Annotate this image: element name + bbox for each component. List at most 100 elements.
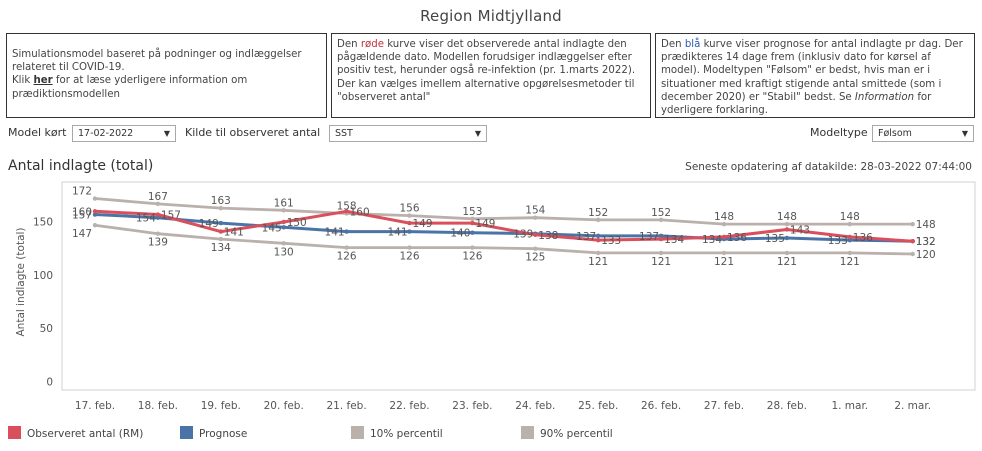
data-point-forecast bbox=[344, 229, 349, 234]
data-label-forecast: 139 bbox=[513, 229, 533, 241]
info-italic: Information bbox=[854, 91, 915, 103]
legend-swatch bbox=[8, 426, 21, 439]
data-point-p10 bbox=[847, 250, 852, 256]
data-label-p10: 121 bbox=[714, 256, 734, 268]
x-tick-label: 17. feb. bbox=[75, 400, 115, 412]
x-tick-label: 2. mar. bbox=[894, 400, 931, 412]
data-label-forecast: 154 bbox=[136, 213, 156, 225]
info-box-forecast: Den blå kurve viser prognose for antal i… bbox=[655, 33, 975, 118]
data-label-p10: 126 bbox=[462, 251, 482, 263]
data-point-observed bbox=[281, 219, 286, 225]
data-label-p90: 154 bbox=[525, 205, 545, 217]
chart-title: Antal indlagte (total) bbox=[8, 158, 154, 174]
data-point-forecast bbox=[92, 212, 98, 217]
data-label-p10: 130 bbox=[274, 246, 294, 258]
x-tick-label: 20. feb. bbox=[264, 400, 304, 412]
data-label-p10: 121 bbox=[588, 256, 608, 268]
info-link[interactable]: her bbox=[33, 75, 53, 87]
source-select[interactable]: SST ▼ bbox=[329, 125, 487, 142]
data-point-observed bbox=[155, 212, 161, 217]
data-label-p10: 126 bbox=[337, 251, 357, 263]
x-tick-label: 28. feb. bbox=[767, 400, 807, 412]
data-label-forecast: 140 bbox=[450, 228, 470, 240]
data-point-observed bbox=[721, 234, 727, 240]
data-label-p90: 156 bbox=[399, 203, 419, 215]
data-label-p90: 148 bbox=[714, 211, 734, 223]
data-label-forecast: 141 bbox=[387, 227, 407, 239]
data-point-observed bbox=[847, 234, 852, 240]
data-label-p90: 148 bbox=[840, 211, 860, 223]
data-label-observed: 136 bbox=[727, 232, 747, 244]
data-point-observed bbox=[92, 209, 98, 214]
legend-item-observed[interactable]: Observeret antal (RM) bbox=[8, 426, 143, 440]
data-label-p10: 121 bbox=[651, 256, 671, 268]
data-label-p90: 163 bbox=[211, 195, 231, 207]
legend-item-forecast[interactable]: Prognose bbox=[180, 426, 247, 440]
legend-item-p90[interactable]: 90% percentil bbox=[521, 426, 613, 440]
info-text: Klik bbox=[12, 75, 34, 87]
data-label-forecast: 132 bbox=[916, 236, 936, 248]
data-label-observed: 141 bbox=[224, 227, 244, 239]
x-tick-label: 22. feb. bbox=[389, 400, 429, 412]
plot-frame bbox=[61, 181, 976, 391]
data-label-p90: 148 bbox=[916, 219, 936, 231]
data-label-forecast: 157 bbox=[72, 210, 92, 222]
data-label-forecast: 133 bbox=[828, 235, 848, 247]
info-highlight: blå bbox=[684, 39, 701, 50]
source-value: SST bbox=[335, 128, 353, 139]
model-date-select[interactable]: 17-02-2022 ▼ bbox=[72, 125, 176, 142]
info-text: kurve viser prognose for antal indlagte … bbox=[661, 39, 963, 103]
data-label-p10: 121 bbox=[777, 256, 797, 268]
series-line-p10 bbox=[93, 223, 915, 256]
x-tick-label: 24. feb. bbox=[515, 400, 555, 412]
info-text: for yderligere forklaring. bbox=[661, 91, 932, 117]
chevron-down-icon: ▼ bbox=[961, 129, 968, 138]
x-tick-label: 26. feb. bbox=[641, 400, 681, 412]
data-point-observed bbox=[407, 220, 412, 226]
data-label-forecast: 134 bbox=[702, 234, 722, 246]
data-point-p10 bbox=[721, 250, 727, 256]
legend-label: 10% percentil bbox=[370, 428, 443, 440]
data-point-p10 bbox=[533, 246, 538, 251]
data-point-observed bbox=[784, 227, 790, 232]
info-text: for at læse yderligere information om pr… bbox=[12, 75, 248, 100]
data-label-p10: 125 bbox=[525, 252, 545, 264]
legend-item-p10[interactable]: 10% percentil bbox=[351, 426, 443, 440]
data-point-p10 bbox=[596, 250, 601, 256]
info-text: Den bbox=[661, 39, 685, 50]
data-label-p90: 161 bbox=[274, 197, 294, 209]
y-tick-label: 0 bbox=[46, 377, 53, 389]
data-point-p90 bbox=[533, 215, 538, 220]
data-point-forecast bbox=[847, 237, 852, 243]
legend-swatch bbox=[180, 426, 193, 439]
info-text: Simulationsmodel baseret på podninger og… bbox=[12, 49, 302, 74]
data-point-p90 bbox=[218, 205, 223, 211]
data-label-forecast: 149 bbox=[199, 218, 219, 230]
data-point-p90 bbox=[407, 213, 412, 218]
y-tick-label: 150 bbox=[33, 217, 53, 229]
info-box-model: Simulationsmodel baseret på podninger og… bbox=[6, 33, 327, 118]
data-point-forecast bbox=[596, 233, 601, 239]
model-date-value: 17-02-2022 bbox=[78, 128, 134, 139]
chevron-down-icon: ▼ bbox=[163, 129, 170, 138]
data-point-p10 bbox=[784, 250, 790, 256]
source-label: Kilde til observeret antal bbox=[185, 126, 321, 139]
modeltype-select[interactable]: Følsom ▼ bbox=[872, 125, 974, 142]
data-label-p10: 134 bbox=[211, 242, 231, 254]
data-point-observed bbox=[910, 239, 915, 244]
data-label-p90: 167 bbox=[148, 191, 168, 203]
series-line-forecast bbox=[93, 213, 915, 243]
data-point-p90 bbox=[721, 221, 727, 227]
data-label-observed: 134 bbox=[664, 234, 684, 246]
info-highlight: røde bbox=[360, 39, 384, 50]
data-label-p90: 148 bbox=[777, 211, 797, 223]
data-point-p90 bbox=[155, 201, 161, 207]
x-tick-label: 21. feb. bbox=[326, 400, 366, 412]
data-point-p10 bbox=[218, 236, 223, 242]
series-line-p90 bbox=[93, 197, 915, 226]
data-label-p90: 172 bbox=[72, 186, 92, 198]
data-point-p10 bbox=[92, 223, 98, 228]
x-tick-label: 18. feb. bbox=[138, 400, 178, 412]
last-updated: Seneste opdatering af datakilde: 28-03-2… bbox=[685, 161, 972, 173]
data-label-observed: 160 bbox=[72, 206, 92, 218]
